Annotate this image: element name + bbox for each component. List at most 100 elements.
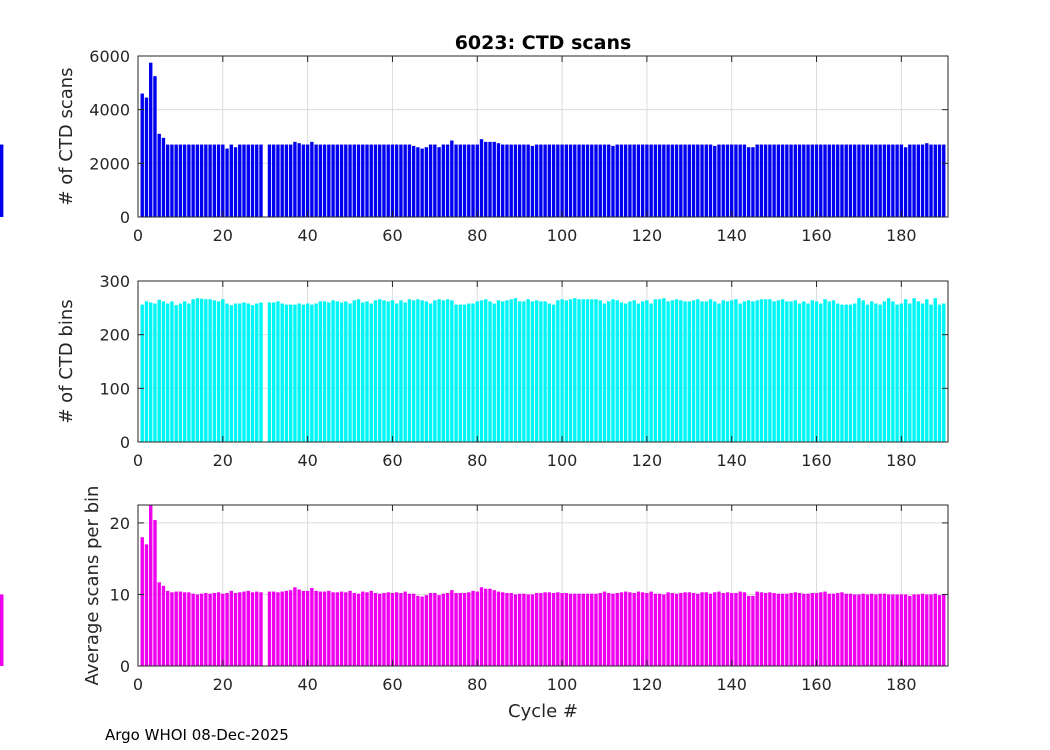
bins-bar-cycle-81: [479, 300, 484, 442]
avg-bar-cycle-165: [836, 593, 840, 666]
bins-bar-cycle-5: [157, 299, 161, 442]
avg-bar-cycle-36: [288, 590, 293, 666]
bins-bar-cycle-47: [335, 301, 340, 442]
bins-bar-cycle-165: [836, 303, 840, 442]
avg-bar-cycle-141: [734, 593, 738, 666]
bins-bar-cycle-10: [178, 303, 183, 442]
bins-bar-cycle-76: [458, 304, 462, 442]
scans-bar-cycle-188: [933, 144, 937, 217]
avg-bar-cycle-178: [891, 594, 895, 666]
bins-bar-cycle-19: [216, 301, 221, 442]
avg-bar-cycle-161: [819, 592, 823, 666]
avg-bar-cycle-176: [882, 593, 887, 666]
avg-bar-cycle-81: [479, 587, 484, 666]
scans-bar-cycle-51: [352, 144, 356, 217]
scans-bar-cycle-78: [467, 144, 471, 217]
bins-bar-cycle-174: [874, 303, 878, 442]
avg-bar-cycle-62: [399, 593, 403, 666]
avg-bar-cycle-156: [797, 593, 802, 666]
scans-bar-cycle-55: [369, 144, 373, 217]
avg-bar-cycle-143: [742, 592, 747, 666]
avg-bar-cycle-32: [272, 591, 276, 666]
scans-bar-cycle-132: [696, 144, 700, 217]
avg-xtick-label: 100: [547, 675, 578, 694]
avg-bar-cycle-181: [903, 594, 908, 666]
scans-bar-cycle-48: [339, 144, 344, 217]
avg-bar-cycle-100: [560, 593, 564, 666]
scans-bar-cycle-35: [284, 144, 289, 217]
scans-bar-cycle-157: [802, 144, 806, 217]
bins-bar-cycle-122: [653, 299, 658, 442]
avg-bar-cycle-101: [564, 593, 569, 666]
bins-bar-cycle-103: [573, 298, 577, 442]
avg-bar-cycle-120: [645, 593, 649, 666]
avg-bar-cycle-1: [140, 537, 144, 666]
avg-bar-cycle-69: [428, 593, 433, 666]
bins-bar-cycle-154: [789, 301, 793, 442]
scans-bar-cycle-128: [679, 144, 683, 217]
scans-bar-cycle-170: [857, 144, 861, 217]
avg-bar-cycle-152: [780, 593, 785, 666]
bins-bar-cycle-24: [238, 303, 242, 442]
bins-bar-cycle-100: [560, 299, 564, 442]
bins-bar-cycle-105: [581, 299, 585, 442]
bins-bar-cycle-115: [624, 303, 628, 442]
avg-bar-cycle-28: [255, 591, 259, 666]
scans-bar-cycle-102: [568, 144, 573, 217]
scans-bar-cycle-66: [416, 147, 420, 217]
avg-ylabel: Average scans per bin: [82, 486, 103, 686]
scans-bar-cycle-31: [267, 144, 272, 217]
avg-bar-cycle-171: [861, 593, 865, 666]
bins-bar-cycle-178: [891, 301, 895, 442]
bins-axes-box: [137, 280, 949, 443]
avg-bar-cycle-98: [551, 593, 556, 666]
bins-ytick-label: 200: [99, 326, 130, 345]
scans-bar-cycle-127: [674, 144, 679, 217]
bins-bar-cycle-49: [344, 301, 348, 442]
avg-bar-cycle-138: [721, 593, 725, 666]
bins-bar-cycle-135: [708, 299, 713, 442]
scans-bar-cycle-166: [840, 144, 844, 217]
bins-bar-cycle-3: [149, 302, 153, 442]
bins-bar-cycle-175: [878, 304, 882, 442]
bins-bar-cycle-162: [823, 299, 827, 442]
scans-bar-cycle-36: [288, 144, 293, 217]
bins-bar-cycle-72: [441, 300, 446, 442]
scans-bar-cycle-11: [182, 144, 187, 217]
bins-bar-cycle-78: [467, 303, 471, 442]
bins-bar-cycle-60: [390, 300, 395, 442]
bins-bar-cycle-93: [530, 301, 535, 442]
panel-ctd-bins: 0 20 40 60 80 100 120 140 160 180 0 100 200 300 # of C…: [56, 272, 949, 470]
avg-bar-cycle-111: [607, 593, 611, 666]
bins-bar-cycle-32: [272, 302, 276, 442]
scans-bar-cycle-21: [225, 148, 229, 217]
bins-bar-cycle-97: [547, 303, 552, 442]
avg-bar-cycle-126: [670, 593, 675, 666]
bins-xtick-label: 160: [801, 451, 832, 470]
bins-bar-cycle-163: [827, 301, 831, 442]
panel-avg-scans-per-bin: 0 20 40 60 80 100 120 140 160 180 0 10 20 Average sca…: [0, 486, 949, 722]
bins-bar-cycle-173: [869, 301, 874, 442]
scans-bar-cycle-26: [246, 144, 250, 217]
bins-bar-cycle-80: [475, 301, 479, 442]
avg-bar-cycle-146: [755, 591, 759, 666]
avg-bar-cycle-137: [717, 591, 721, 666]
scans-xtick-label: 40: [297, 226, 317, 245]
avg-bar-cycle-73: [445, 593, 450, 666]
bins-bar-cycle-45: [327, 302, 331, 442]
scans-bar-cycle-98: [551, 144, 556, 217]
avg-bar-cycle-136: [713, 592, 717, 666]
avg-bar-cycle-110: [602, 591, 607, 666]
scans-bar-cycle-183: [912, 144, 916, 217]
avg-bar-cycle-108: [594, 593, 598, 666]
scans-bar-cycle-38: [297, 143, 301, 217]
bins-bar-cycle-151: [776, 300, 781, 442]
avg-bar-cycle-107: [590, 593, 594, 666]
bins-bar-cycle-16: [204, 299, 208, 442]
avg-bar-cycle-129: [683, 592, 687, 666]
bins-bar-cycle-14: [195, 298, 200, 442]
scans-bar-cycle-14: [195, 144, 200, 217]
bins-bar-cycle-36: [288, 304, 293, 442]
bins-bar-cycle-114: [619, 302, 624, 442]
